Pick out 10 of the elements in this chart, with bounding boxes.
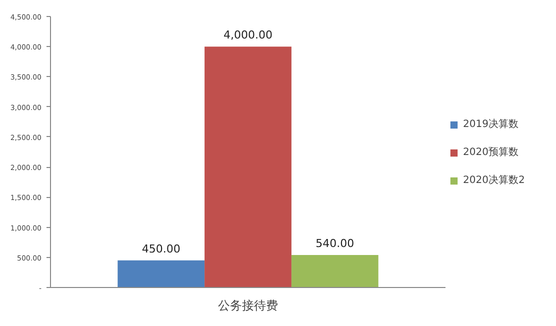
text: 540.00 — [316, 236, 354, 250]
legend-label: 2019决算数 — [463, 118, 518, 131]
bar — [204, 46, 292, 288]
text: 450.00 — [142, 242, 180, 256]
legend-label: 2020决算数2 — [463, 174, 525, 187]
x-tick-label: 公务接待费 — [218, 298, 278, 312]
bar — [291, 254, 378, 288]
bar — [118, 260, 205, 288]
text: 4,000.00 — [224, 28, 272, 42]
legend-label: 2020预算数 — [463, 146, 518, 159]
